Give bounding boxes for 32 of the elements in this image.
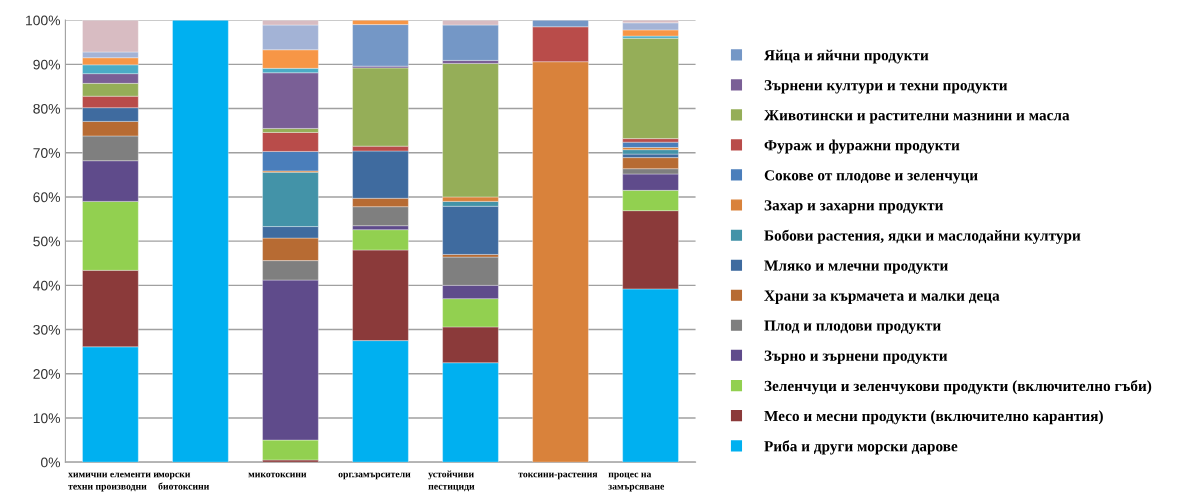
legend-label: Плод и плодови продукти xyxy=(764,320,941,334)
legend-label: Бобови растения, ядки и маслодайни култури xyxy=(764,229,1081,244)
y-tick-label: 10% xyxy=(33,413,61,424)
legend-label: Сокове от плодове и зеленчуци xyxy=(764,170,978,184)
legend-label: Храни за кърмачета и малки деца xyxy=(764,290,1000,304)
y-tick-label: 60% xyxy=(33,192,61,203)
legend-label: Фураж и фуражни продукти xyxy=(764,139,960,154)
legend-label: Месо и месни продукти (включително карантия) xyxy=(764,410,1103,425)
y-tick-label: 30% xyxy=(33,324,61,335)
y-tick-label: 70% xyxy=(33,148,61,158)
legend-label: Мляко и млечни продукти xyxy=(764,260,948,274)
legend-label: Зеленчуци и зеленчукови продукти (включително гъби) xyxy=(764,379,1152,395)
y-tick-label: 80% xyxy=(33,103,61,114)
x-tick-label: химични елементи и техни производни xyxy=(68,472,159,492)
legend-label: Риба и други морски дарове xyxy=(764,440,958,455)
x-tick-label: микотоксини xyxy=(248,472,307,478)
legend-label: Животински и растителни мазнини и масла xyxy=(764,110,1070,124)
legend-label: Зърнени култури и техни продукти xyxy=(764,80,1008,94)
y-tick-label: 90% xyxy=(33,59,61,70)
x-tick-label: орг.замърсители xyxy=(338,472,411,480)
x-tick-label: морски биотоксини xyxy=(158,472,210,490)
x-tick-label: устойчиви пестициди xyxy=(428,470,475,492)
legend-label: Яйца и яйчни продукти xyxy=(764,49,929,64)
x-tick-label: токсини-растения xyxy=(518,472,598,480)
y-tick-label: 100% xyxy=(26,15,61,26)
y-tick-label: 50% xyxy=(33,236,61,247)
y-tick-label: 40% xyxy=(33,280,61,291)
y-tick-label: 0% xyxy=(41,457,61,468)
legend-label: Зърно и зърнени продукти xyxy=(764,350,948,364)
x-tick-label: процес на замърсяване xyxy=(608,472,665,492)
y-tick-label: 20% xyxy=(33,369,61,379)
legend-label: Захар и захарни продукти xyxy=(764,200,944,214)
